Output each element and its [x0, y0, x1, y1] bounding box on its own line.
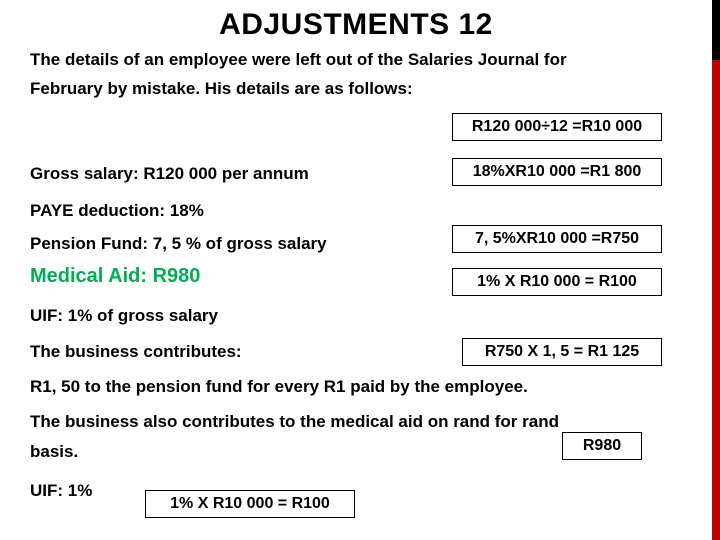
slide-content: ADJUSTMENTS 12 The details of an employe… [0, 0, 712, 540]
medical-line: Medical Aid: R980 [30, 265, 200, 288]
uif2-line: UIF: 1% [30, 477, 92, 506]
intro-line-2: February by mistake. His details are as … [30, 75, 682, 104]
contributes-line: The business contributes: [30, 338, 242, 367]
basis-line-2: basis. [30, 438, 78, 467]
uif-line: UIF: 1% of gross salary [30, 302, 218, 331]
slide-title: ADJUSTMENTS 12 [30, 8, 682, 42]
accent-bar-right [712, 0, 720, 540]
contrib2-line: R1, 50 to the pension fund for every R1 … [30, 373, 528, 402]
accent-bar-top [712, 0, 720, 60]
calc-pension-box: 7, 5%XR10 000 =R750 [452, 225, 662, 253]
pension-line: Pension Fund: 7, 5 % of gross salary [30, 230, 327, 259]
calc-paye-box: 18%XR10 000 =R1 800 [452, 158, 662, 186]
intro-line-1: The details of an employee were left out… [30, 46, 682, 75]
calc-uif2-box: 1% X R10 000 = R100 [145, 490, 355, 518]
calc-medical-box: R980 [562, 432, 642, 460]
calc-emp-pension-box: R750 X 1, 5 = R1 125 [462, 338, 662, 366]
calc-uif-box: 1% X R10 000 = R100 [452, 268, 662, 296]
intro-text: The details of an employee were left out… [30, 46, 682, 104]
calc-monthly-box: R120 000÷12 =R10 000 [452, 113, 662, 141]
paye-line: PAYE deduction: 18% [30, 197, 204, 226]
basis-line-1: The business also contributes to the med… [30, 408, 559, 437]
gross-line: Gross salary: R120 000 per annum [30, 160, 309, 189]
